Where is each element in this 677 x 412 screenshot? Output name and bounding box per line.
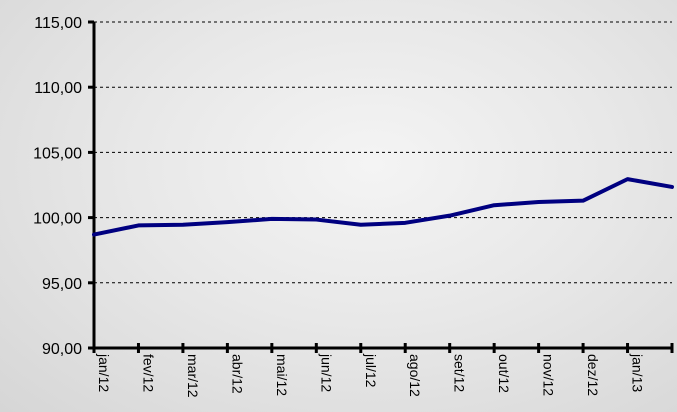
x-tick-label: set/12	[452, 354, 468, 392]
x-axis-ticks: jan/12 fev/12 mar/12 abr/12 mai/12 jun/12 jul/…	[92, 343, 677, 398]
x-tick-label: ago/12	[407, 354, 423, 397]
series-layer	[92, 177, 674, 237]
y-tick-label: 105,00	[33, 145, 82, 162]
x-tick-label: jul/12	[363, 353, 379, 388]
axes	[92, 22, 672, 350]
x-tick-label: dez/12	[585, 354, 601, 396]
x-tick-label: jan/13	[630, 353, 646, 392]
y-tick-label: 95,00	[42, 276, 82, 293]
x-tick-label: jun/12	[318, 353, 334, 392]
x-tick-label: mar/12	[185, 354, 201, 398]
x-tick-label: nov/12	[541, 354, 557, 396]
x-tick-label: fev/12	[140, 354, 156, 392]
y-tick-label: 110,00	[34, 80, 82, 97]
x-tick-label: mai/12	[274, 354, 290, 396]
y-tick-label: 100,00	[33, 211, 82, 228]
x-tick-label: jan/12	[96, 353, 112, 392]
x-tick-label: out/12	[496, 354, 512, 393]
y-tick-label: 90,00	[42, 341, 82, 358]
y-axis-ticks: 90,00 95,00 100,00 105,00 110,00 115,00	[33, 15, 94, 358]
x-tick-label: abr/12	[229, 354, 245, 394]
x-tick-label: fev/13	[674, 354, 677, 392]
series-line	[92, 177, 674, 237]
y-tick-label: 115,00	[34, 15, 82, 32]
gridlines	[94, 21, 672, 284]
